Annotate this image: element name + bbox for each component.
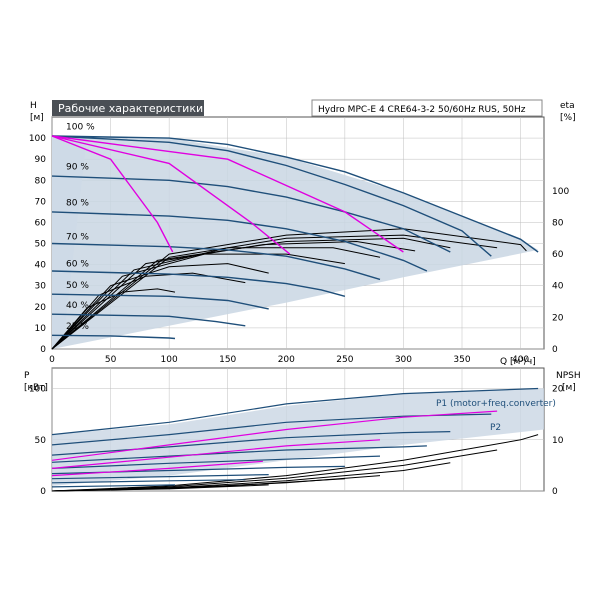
top-axis: 0 50 100 150 200 250 300 350 4000102030405060708… <box>29 123 570 365</box>
qh-curve <box>51 211 428 272</box>
speed-label: 100 % <box>66 123 95 133</box>
top-fill-envelope <box>52 136 539 349</box>
y2-right-unit: [м] <box>562 383 576 393</box>
qh-curve <box>51 270 346 297</box>
npsh-tick-label: 10 <box>552 436 564 446</box>
speed-label: 60 % <box>66 260 89 270</box>
eta-curve <box>51 237 451 350</box>
p1-label: P1 (motor+freq.converter) <box>436 399 556 409</box>
y2-tick-label: 20 <box>552 313 564 323</box>
y2-tick-label: 0 <box>552 345 558 355</box>
y-tick-label: 10 <box>35 324 47 334</box>
qh-curve <box>51 293 269 310</box>
y-tick-label: 50 <box>35 240 47 250</box>
eta-curve <box>51 263 269 350</box>
bot-lines <box>51 387 539 492</box>
chart-subtitle: Hydro MPC-E 4 CRE64-3-2 50/60Hz RUS, 50H… <box>318 105 526 115</box>
p-tick-label: 100 <box>29 385 46 395</box>
y2-left-label: P <box>24 371 30 381</box>
eta-curve <box>51 253 345 350</box>
y-tick-label: 70 <box>35 197 47 207</box>
qh-curve <box>51 313 246 327</box>
y-tick-label: 30 <box>35 282 47 292</box>
system-curve <box>51 135 291 255</box>
speed-label: 90 % <box>66 163 89 173</box>
qh-curve <box>51 242 381 281</box>
speed-label: 80 % <box>66 199 89 209</box>
p2-label: P2 <box>490 423 501 433</box>
system-curve <box>51 135 174 253</box>
y2-tick-label: 60 <box>552 250 564 260</box>
eta-curve <box>51 288 176 350</box>
x-tick-label: 200 <box>278 355 295 365</box>
x-tick-label: 50 <box>105 355 117 365</box>
y2-tick-label: 100 <box>552 187 569 197</box>
npsh-tick-label: 0 <box>552 487 558 497</box>
eta-curve <box>51 228 527 350</box>
x-tick-label: 0 <box>49 355 55 365</box>
eta-curve <box>51 234 498 350</box>
p1-curve <box>51 484 176 488</box>
y-left-label: H <box>30 101 37 111</box>
qh-curve <box>51 135 492 257</box>
p2-curve <box>51 410 498 461</box>
speed-label: 50 % <box>66 281 89 291</box>
p1-curve <box>51 455 381 469</box>
npsh-curve <box>51 434 539 492</box>
y-tick-label: 40 <box>35 261 47 271</box>
p-tick-label: 50 <box>35 436 47 446</box>
y-right-label: eta <box>560 101 575 111</box>
y-left-unit: [м] <box>30 113 44 123</box>
subtitle-box <box>311 99 543 117</box>
top-lines <box>51 135 539 350</box>
qh-curve <box>51 135 539 253</box>
y-tick-label: 80 <box>35 176 47 186</box>
p2-curve <box>51 439 381 469</box>
y2-right-label: NPSH <box>556 371 581 381</box>
x-tick-label: 350 <box>453 355 470 365</box>
p2-curve <box>51 460 263 477</box>
y2-tick-label: 80 <box>552 218 564 228</box>
x-label: Q [м³/ч] <box>500 357 536 367</box>
x-tick-label: 300 <box>395 355 412 365</box>
title-bar <box>52 100 204 116</box>
y-tick-label: 90 <box>35 155 47 165</box>
top-envelope <box>52 136 539 349</box>
y-tick-label: 60 <box>35 218 47 228</box>
x-tick-label: 400 <box>512 355 529 365</box>
y-right-unit: [%] <box>560 113 576 123</box>
speed-label: 25 % <box>66 322 89 332</box>
eta-curve <box>51 240 416 350</box>
x-tick-label: 250 <box>336 355 353 365</box>
eta-curve <box>51 247 381 350</box>
qh-curve <box>51 175 451 253</box>
p1-curve <box>51 445 427 463</box>
speed-label: 40 % <box>66 301 89 311</box>
y-tick-label: 0 <box>40 345 46 355</box>
y-tick-label: 100 <box>29 134 46 144</box>
bot-axis: 0 50 100 0 10 20 <box>29 385 564 498</box>
system-curve <box>51 135 404 253</box>
x-tick-label: 150 <box>219 355 236 365</box>
speed-label: 70 % <box>66 232 89 242</box>
y-tick-label: 20 <box>35 303 47 313</box>
p-tick-label: 0 <box>40 487 46 497</box>
npsh-curve <box>51 487 176 492</box>
p1-curve <box>51 474 269 480</box>
qh-curve <box>51 334 176 340</box>
x-tick-label: 100 <box>161 355 178 365</box>
p1-curve <box>51 387 539 436</box>
y2-tick-label: 40 <box>552 282 564 292</box>
npsh-tick-label: 20 <box>552 385 564 395</box>
chart-title: Рабочие характеристики <box>58 102 203 115</box>
p1-curve <box>51 479 246 484</box>
y2-left-unit: [кВт] <box>24 383 48 393</box>
